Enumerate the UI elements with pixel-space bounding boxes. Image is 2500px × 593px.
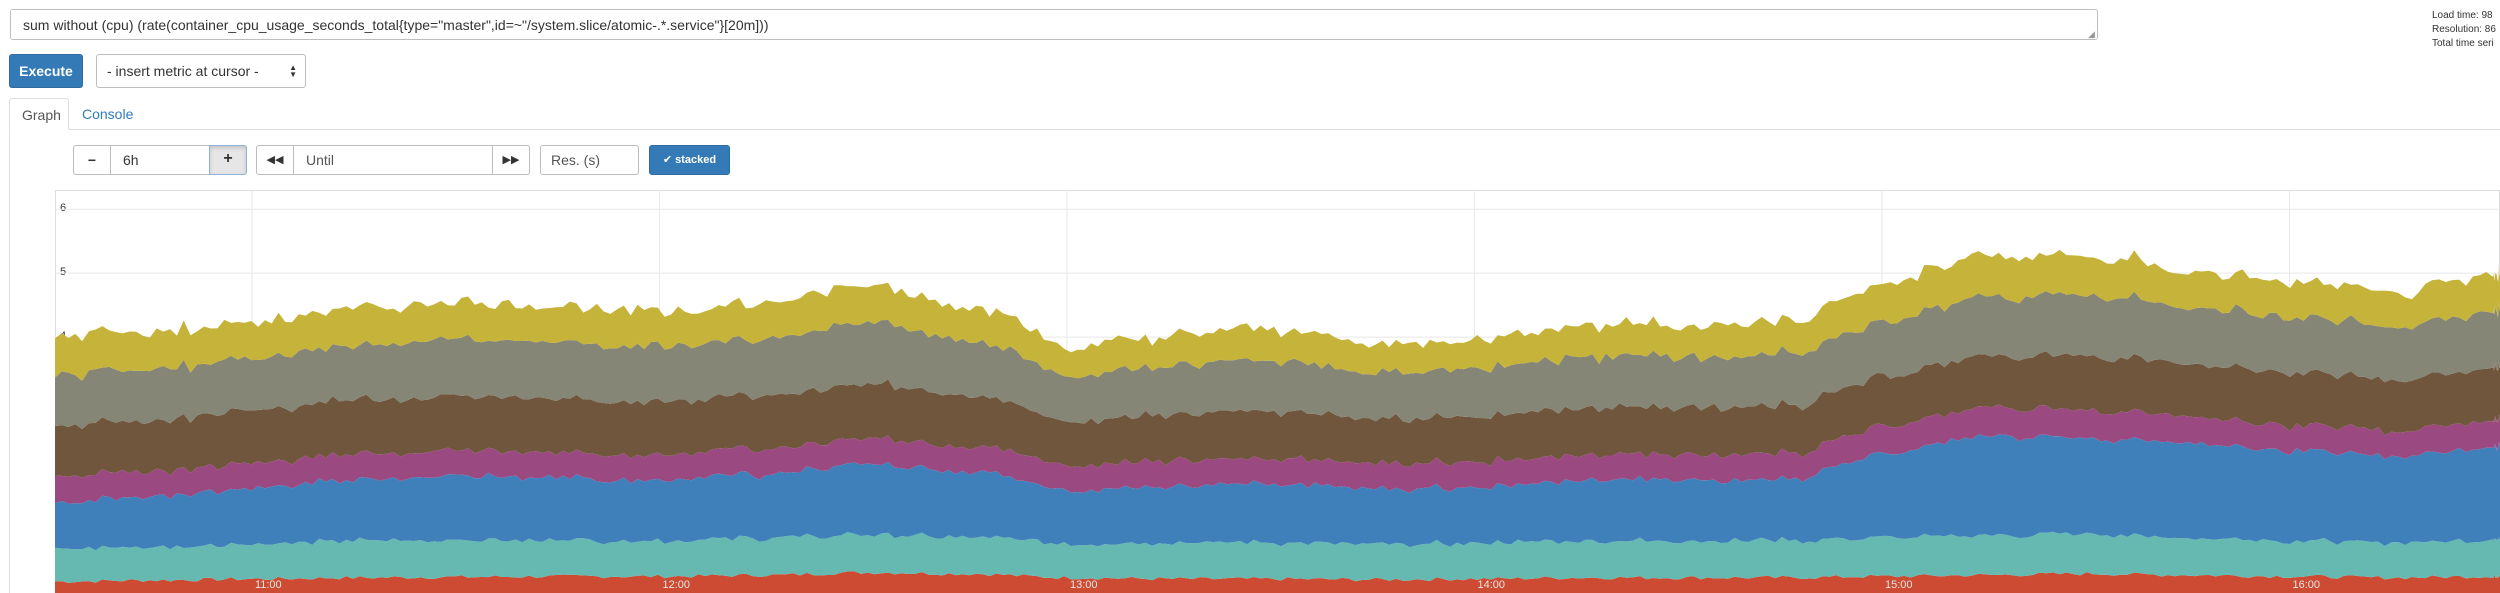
load-time-text: Load time: 98 [2432,10,2493,21]
execute-button[interactable]: Execute [9,54,83,88]
series-area-0 [55,571,2500,593]
tab-graph[interactable]: Graph [9,98,69,130]
range-decrease-button[interactable]: − [73,145,111,175]
x-tick-label: 14:00 [1477,579,1505,591]
check-circle-icon: ✔ [662,154,673,166]
x-tick-label: 13:00 [1070,579,1098,591]
x-tick-label: 12:00 [662,579,690,591]
select-arrows-icon: ▲ ▼ [289,63,297,79]
x-axis-labels: 11:00 12:00 13:00 14:00 15:00 16:00 [255,579,2320,591]
series-area-6 [55,249,2500,381]
chart-areas [55,249,2500,593]
series-area-1 [55,531,2500,583]
resolution-input[interactable]: Res. (s) [540,145,639,175]
time-forward-button[interactable]: ▶▶ [492,145,530,175]
resolution-text: Resolution: 86 [2432,24,2496,35]
stacked-area-chart: 11:00 12:00 13:00 14:00 15:00 16:00 [55,190,2500,593]
total-series-text: Total time seri [2432,38,2494,49]
y-tick-label: 6 [60,202,67,215]
metric-select[interactable]: - insert metric at cursor - ▲ ▼ [96,54,306,88]
series-area-5 [55,291,2500,430]
series-area-3 [55,404,2500,504]
until-input[interactable]: Until [293,145,493,175]
series-area-2 [55,434,2500,551]
query-stats: Load time: 98 Resolution: 86 Total time … [2432,9,2496,51]
resize-grip-icon[interactable]: ◢ [2088,29,2095,39]
series-area-4 [55,351,2500,478]
x-tick-label: 16:00 [2292,579,2320,591]
y-tick-label: 5 [60,266,67,279]
tab-console[interactable]: Console [82,106,134,122]
range-increase-button[interactable]: + [209,145,247,175]
x-tick-label: 15:00 [1885,579,1913,591]
metric-select-value: - insert metric at cursor - [107,63,259,79]
x-tick-label: 11:00 [255,579,282,591]
graph-panel [9,130,2500,593]
range-input[interactable]: 6h [110,145,210,175]
fast-backward-icon: ◀◀ [266,154,284,166]
fast-forward-icon: ▶▶ [502,154,520,166]
stacked-toggle-button[interactable]: ✔ stacked [649,145,730,175]
time-back-button[interactable]: ◀◀ [256,145,294,175]
tabs-divider [9,129,2500,130]
query-input[interactable] [10,9,2098,40]
stacked-label: stacked [675,154,717,166]
